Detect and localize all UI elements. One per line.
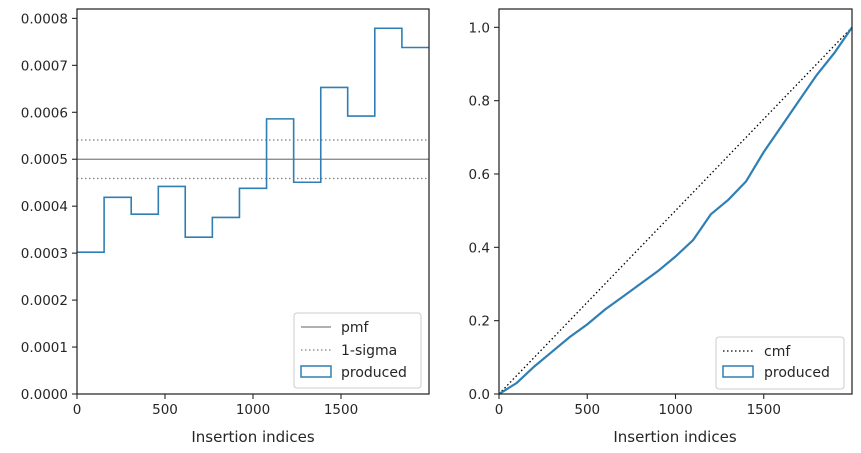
left-ticks: 0 500 1000 1500 0.0000 0.0001 0.0002 0.0003 0.00… <box>21 11 358 418</box>
x-tick-label: 1000 <box>236 402 270 418</box>
y-tick-label: 0.6 <box>469 167 490 183</box>
y-tick-label: 0.0006 <box>21 105 68 121</box>
x-tick-label: 0 <box>495 402 504 418</box>
x-tick-label: 500 <box>574 402 600 418</box>
y-tick-label: 0.0001 <box>21 340 68 356</box>
right-legend: cmf produced <box>715 336 845 390</box>
left-x-axis-label: Insertion indices <box>191 428 314 446</box>
produced-step-series <box>77 27 429 254</box>
x-tick-label: 1000 <box>658 402 692 418</box>
legend-cmf-label: cmf <box>764 344 791 360</box>
x-tick-label: 1500 <box>747 402 781 418</box>
cmf-panel: 0 500 1000 1500 0.0 0.2 0.4 0.6 0.8 1.0 Insertion… <box>469 8 853 446</box>
x-tick-label: 0 <box>73 402 82 418</box>
cmf-line <box>498 26 853 395</box>
y-tick-label: 0.0 <box>469 387 490 403</box>
y-tick-label: 0.4 <box>469 240 490 256</box>
right-legend-box <box>715 336 845 390</box>
legend-pmf-label: pmf <box>341 320 370 336</box>
right-plot-area <box>498 26 853 395</box>
y-tick-label: 0.0000 <box>21 387 68 403</box>
left-legend-box <box>293 312 422 389</box>
legend-produced-label-left: produced <box>341 365 407 381</box>
legend-produced-label-right: produced <box>764 365 830 381</box>
y-tick-label: 0.0005 <box>21 152 68 168</box>
y-tick-label: 0.0004 <box>21 199 68 215</box>
y-tick-label: 0.0002 <box>21 293 68 309</box>
y-tick-label: 1.0 <box>469 20 490 36</box>
legend-produced-swatch-left <box>300 365 332 378</box>
right-x-axis-label: Insertion indices <box>613 428 736 446</box>
x-tick-label: 500 <box>152 402 178 418</box>
y-tick-label: 0.8 <box>469 94 490 110</box>
right-axes-frame <box>498 8 853 395</box>
y-tick-label: 0.0007 <box>21 58 68 74</box>
left-plot-area <box>77 27 429 254</box>
produced-cdf-line <box>498 26 853 395</box>
right-ticks: 0 500 1000 1500 0.0 0.2 0.4 0.6 0.8 1.0 <box>469 20 781 418</box>
x-tick-label: 1500 <box>324 402 358 418</box>
y-tick-label: 0.0008 <box>21 11 68 27</box>
left-legend: pmf 1-sigma produced <box>293 312 422 389</box>
y-tick-label: 0.2 <box>469 314 490 330</box>
y-tick-label: 0.0003 <box>21 246 68 262</box>
legend-sigma-label: 1-sigma <box>341 343 397 359</box>
legend-produced-swatch-right <box>722 365 754 378</box>
pmf-histogram-panel: 0 500 1000 1500 0.0000 0.0001 0.0002 0.0003 0.00… <box>21 8 430 446</box>
